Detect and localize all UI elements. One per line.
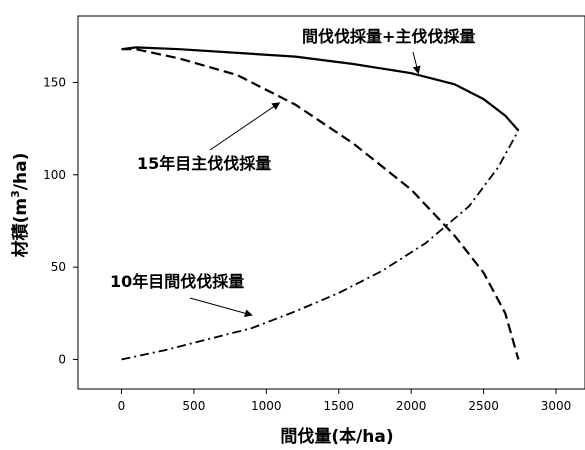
- annotation-label: 15年目主伐伐採量: [137, 154, 271, 173]
- annotation-layer: 間伐伐採量+主伐伐採量 15年目主伐伐採量 10年目間伐伐採量: [110, 27, 475, 318]
- y-axis-title-main: 材積(m: [10, 198, 31, 257]
- y-axis-ticks: 0 50 100 150: [43, 75, 78, 366]
- series-layer: [121, 46, 520, 361]
- x-tick-label: 2000: [396, 399, 427, 413]
- x-tick-label: 0: [118, 399, 126, 413]
- series-line-dashed: [121, 48, 520, 360]
- x-axis-title: 間伐量(本/ha): [280, 426, 393, 447]
- y-axis-title-superscript: 3: [9, 190, 22, 198]
- x-tick-label: 3000: [541, 399, 572, 413]
- series-line-solid: [121, 46, 520, 132]
- x-tick-label: 1500: [323, 399, 354, 413]
- x-axis-ticks: 0 500 1000 1500 2000 2500 3000: [118, 389, 572, 413]
- annotation-arrow: [412, 51, 421, 75]
- y-tick-label: 100: [43, 168, 66, 182]
- y-tick-label: 0: [58, 352, 66, 366]
- series-line-dashdot: [121, 130, 520, 361]
- annotation-label: 間伐伐採量+主伐伐採量: [302, 27, 475, 46]
- annotation-label: 10年目間伐伐採量: [110, 272, 244, 291]
- x-tick-label: 2500: [468, 399, 499, 413]
- x-tick-label: 500: [182, 399, 205, 413]
- annotation-arrow: [189, 297, 253, 318]
- y-axis-title: 材積(m3/ha): [9, 153, 31, 258]
- x-tick-label: 1000: [251, 399, 282, 413]
- plot-frame: [77, 15, 585, 390]
- y-axis-title-tail: /ha): [11, 153, 31, 191]
- y-tick-label: 50: [51, 260, 66, 274]
- y-tick-label: 150: [43, 75, 66, 89]
- annotation-arrow: [209, 102, 281, 151]
